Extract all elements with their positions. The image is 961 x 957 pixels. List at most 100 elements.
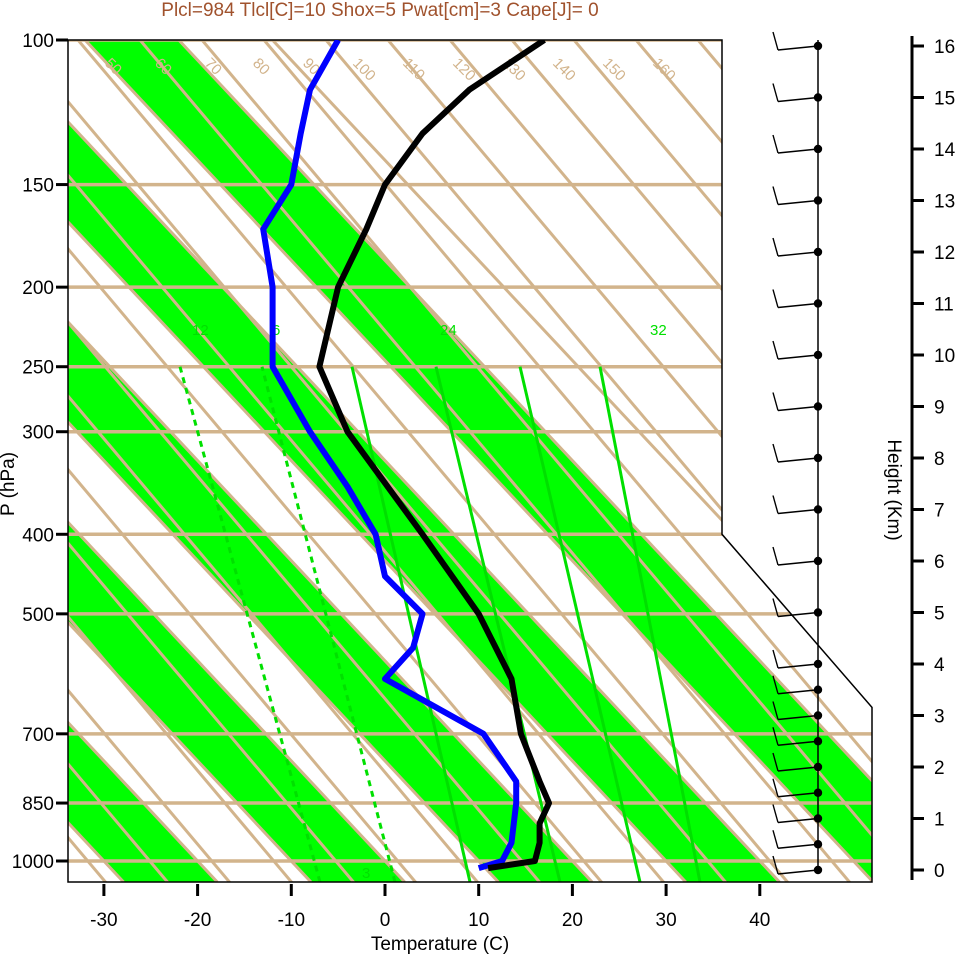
wind-barbs xyxy=(772,31,823,875)
wind-barb-flag xyxy=(772,830,779,849)
isotherm-label: 120 xyxy=(449,55,479,85)
mixing-ratio-label: 32 xyxy=(650,322,667,339)
wind-barb-flag xyxy=(772,546,779,566)
wind-barb-flag xyxy=(772,134,779,154)
x-axis-label: Temperature (C) xyxy=(371,934,509,955)
wind-barb-shaft xyxy=(777,663,819,669)
wind-barb-flag xyxy=(772,649,779,669)
height-tick-label: 1 xyxy=(934,810,945,831)
y-tick-label: 400 xyxy=(22,525,54,546)
wind-barb-flag xyxy=(772,804,779,823)
y-tick-label: 850 xyxy=(22,794,54,815)
height-tick-label: 9 xyxy=(934,398,945,419)
isotherm-label: 80 xyxy=(249,55,273,79)
wind-barb-shaft xyxy=(777,740,819,746)
wind-barb-shaft xyxy=(777,611,819,618)
wind-barb-shaft xyxy=(777,766,819,772)
mixing-ratio-line xyxy=(434,366,562,882)
wind-barb-shaft xyxy=(777,45,819,51)
y-tick-label: 150 xyxy=(22,176,54,197)
y-tick-label: 700 xyxy=(22,725,54,746)
wind-barb-flag xyxy=(772,340,779,360)
isotherm-line xyxy=(68,40,500,882)
dry-adiabat-line xyxy=(324,40,872,882)
x-tick-label: 40 xyxy=(749,910,770,931)
dry-adiabat-line xyxy=(68,40,654,882)
wind-barb-shaft xyxy=(777,560,819,566)
wind-barb-flag xyxy=(772,289,779,308)
height-tick-label: 15 xyxy=(934,89,955,110)
x-tick-label: 30 xyxy=(656,910,677,931)
mixing-ratio-label: 6 xyxy=(272,322,280,339)
isotherm-line xyxy=(68,40,313,882)
dry-adiabat-line xyxy=(946,40,961,942)
x-tick-label: 0 xyxy=(380,910,391,931)
wind-barb-flag xyxy=(772,727,779,746)
wind-barb-shaft xyxy=(777,302,819,309)
wind-barb-shaft xyxy=(777,354,819,360)
wind-barb-shaft xyxy=(777,869,819,875)
wind-barb-shaft xyxy=(777,714,819,721)
wind-barb-shaft xyxy=(777,405,819,412)
dry-adiabat-line xyxy=(68,40,592,882)
mixing-ratio-label: 12 xyxy=(192,322,209,339)
isotherm-label: 100 xyxy=(349,55,379,85)
wind-barb-flag xyxy=(772,701,779,720)
height-tick-label: 0 xyxy=(934,861,945,882)
y-tick-label: 200 xyxy=(22,278,54,299)
dry-adiabat-line xyxy=(68,40,778,882)
height-tick-label: 14 xyxy=(934,140,956,161)
dry-adiabat-line xyxy=(262,40,872,882)
isotherm-line xyxy=(68,40,781,882)
mixing-ratio-line xyxy=(178,366,322,882)
y-tick-label: 1000 xyxy=(12,852,54,873)
temperature-line xyxy=(316,40,552,872)
wind-barb-shaft xyxy=(777,251,819,257)
isotherm-grid: 50 60 70 80 90 100 110 120 130 140 150 160 xyxy=(68,40,961,942)
sounding-profiles xyxy=(260,40,552,872)
isotherm-label: 140 xyxy=(549,55,579,85)
y2-axis-label: Height (Km) xyxy=(883,439,904,540)
dry-adiabat-line xyxy=(138,40,872,882)
isotherm-line xyxy=(177,40,872,882)
dry-adiabat-line xyxy=(68,40,406,882)
wind-barb-flag xyxy=(772,675,779,694)
dry-adiabat-line xyxy=(68,40,716,882)
y-axis-label: P (hPa) xyxy=(0,452,19,516)
x-tick-label: -30 xyxy=(90,910,117,931)
dry-adiabat-line xyxy=(68,40,468,882)
wind-barb-shaft xyxy=(777,817,819,824)
wind-barb-flag xyxy=(772,855,779,875)
isotherm-label: 150 xyxy=(599,55,629,85)
wind-barb-flag xyxy=(772,495,779,514)
dry-adiabat-line xyxy=(68,40,282,882)
height-tick-label: 4 xyxy=(934,655,945,676)
green-band xyxy=(68,40,405,882)
mixing-ratio-label: 3 xyxy=(362,865,370,882)
wind-barb-flag xyxy=(772,778,779,797)
wind-barb-flag xyxy=(772,31,779,51)
green-shading xyxy=(68,40,872,882)
wind-barb-flag xyxy=(772,752,779,772)
axes: -30 -20 -10 0 10 20 30 40 100 150 200 250 300 400 500 7… xyxy=(12,31,771,931)
wind-barb-shaft xyxy=(777,148,819,154)
y-tick-label: 500 xyxy=(22,605,54,626)
dewpoint-line xyxy=(260,40,520,871)
wind-barb-flag xyxy=(772,443,779,463)
mixing-ratio-line xyxy=(518,366,642,882)
mixing-ratio-lines: 3 6 12 24 32 xyxy=(178,322,702,882)
isotherm-line xyxy=(271,40,872,882)
wind-barb-shaft xyxy=(777,843,819,849)
height-tick-label: 8 xyxy=(934,449,945,470)
x-tick-label: 10 xyxy=(468,910,489,931)
mixing-ratio-line xyxy=(260,366,397,882)
dry-adiabat-line xyxy=(68,40,530,882)
height-tick-label: 2 xyxy=(934,758,945,779)
x-tick-label: -20 xyxy=(184,910,211,931)
height-tick-label: 13 xyxy=(934,192,955,213)
y-tick-label: 250 xyxy=(22,358,54,379)
isotherm-line xyxy=(68,40,687,882)
mixing-ratio-label: 24 xyxy=(440,322,457,339)
